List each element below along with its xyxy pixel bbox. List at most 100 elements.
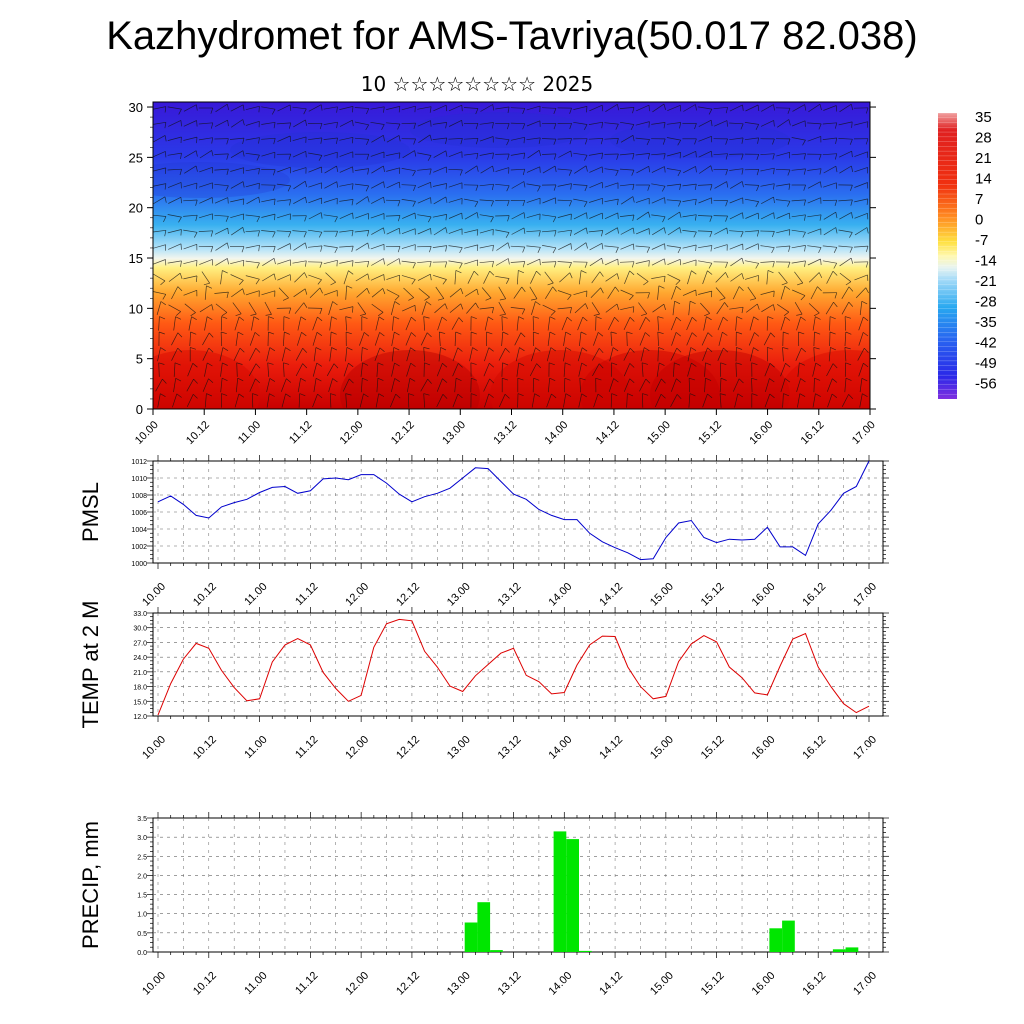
wind-barb	[276, 199, 291, 202]
wind-barb-feather	[664, 258, 666, 265]
wind-barb	[718, 332, 723, 346]
wind-barb	[498, 301, 506, 315]
wind-barb	[812, 316, 816, 331]
wind-barb	[261, 290, 276, 296]
wind-barb-feather	[581, 362, 587, 367]
wind-barb	[604, 258, 618, 266]
wind-barb-feather	[689, 300, 696, 305]
wind-barb-feather	[523, 227, 526, 234]
wind-barb	[295, 363, 304, 377]
wind-barb-feather	[282, 297, 289, 301]
wind-barb-feather	[773, 120, 775, 127]
wind-barb	[636, 165, 649, 174]
wind-barb	[577, 347, 583, 362]
wind-barb	[619, 168, 635, 171]
wind-barb	[464, 229, 478, 234]
wind-barb-feather	[629, 363, 635, 368]
wind-barb	[744, 260, 759, 264]
wind-barb-feather	[582, 316, 588, 322]
wind-barb-feather	[631, 261, 635, 268]
wind-barb-feather	[580, 270, 587, 274]
wind-barb	[604, 245, 619, 248]
wind-barb	[687, 270, 692, 285]
wind-barb-feather	[273, 122, 276, 129]
wind-barb	[390, 301, 396, 316]
wind-barb-feather	[787, 108, 791, 114]
wind-barb	[433, 227, 446, 236]
x-tick-label: 15.12	[696, 419, 724, 447]
wind-barb	[452, 363, 459, 377]
wind-barb	[730, 273, 743, 282]
wind-barb	[749, 347, 754, 362]
wind-barb	[171, 286, 179, 300]
wind-barb	[483, 270, 491, 284]
wind-barb	[230, 104, 244, 112]
wind-barb-feather	[398, 106, 401, 113]
wind-barb-feather	[783, 393, 790, 397]
wind-barb	[776, 183, 790, 187]
wind-barb-feather	[427, 216, 432, 223]
wind-barb	[703, 316, 707, 331]
wind-barb-feather	[379, 347, 385, 352]
wind-barb	[777, 304, 789, 313]
wind-barb-feather	[265, 314, 272, 316]
colorbar-label: 21	[975, 150, 992, 167]
wind-barb	[329, 316, 332, 331]
wind-barb	[153, 259, 166, 265]
wind-barb-feather	[412, 170, 416, 177]
wind-barb	[261, 121, 276, 125]
wind-barb	[732, 286, 740, 300]
wind-barb	[841, 394, 849, 407]
wind-barb-feather	[445, 245, 448, 252]
wind-barb-feather	[539, 259, 541, 266]
wind-barb	[385, 122, 401, 125]
wind-barb-feather	[691, 362, 697, 367]
wind-barb-feather	[196, 104, 198, 111]
wind-barb-feather	[320, 212, 323, 219]
wind-barb-feather	[567, 294, 572, 301]
wind-barb	[417, 120, 431, 127]
x-tick-label: 10.12	[191, 581, 219, 609]
wind-barb	[823, 105, 837, 111]
wind-barb-feather	[689, 377, 695, 381]
wind-barb	[671, 332, 677, 346]
x-tick-label: 13.12	[496, 581, 524, 609]
wind-barb	[266, 393, 270, 408]
x-tick-label: 12.12	[394, 734, 422, 762]
wind-barb	[854, 274, 868, 281]
wind-barb-feather	[303, 108, 307, 115]
heatmap-cold-area	[153, 162, 290, 198]
wind-barb-feather	[710, 120, 713, 127]
wind-barb-feather	[362, 347, 368, 351]
wind-barb	[573, 121, 588, 125]
wind-barb	[657, 285, 660, 300]
wind-barb-feather	[829, 316, 836, 320]
wind-barb-feather	[738, 286, 744, 291]
wind-barb	[432, 274, 447, 280]
wind-barb	[401, 184, 416, 186]
wind-barb-feather	[615, 247, 619, 253]
wind-barb	[339, 260, 354, 264]
wind-barb-feather	[845, 316, 851, 319]
wind-barb-feather	[644, 332, 651, 337]
wind-barb	[748, 332, 755, 346]
wind-barb	[479, 183, 494, 187]
wind-barb	[574, 242, 587, 251]
wind-barb-feather	[522, 246, 526, 253]
wind-barb-feather	[429, 134, 432, 141]
wind-barb-feather	[612, 347, 619, 352]
wind-barb-feather	[725, 153, 728, 160]
wind-barb	[657, 316, 660, 331]
x-tick-label: 14.12	[597, 734, 625, 762]
y-tick-label: 1010	[131, 476, 147, 483]
wind-barb-feather	[470, 362, 477, 365]
wind-barb	[807, 228, 821, 234]
wind-barb-feather	[272, 231, 276, 238]
y-tick-label: 33.0	[133, 611, 147, 618]
wind-barb	[376, 378, 379, 393]
wind-barb-feather	[332, 301, 338, 306]
wind-barb	[526, 197, 541, 203]
wind-barb	[666, 137, 681, 141]
wind-barb	[747, 286, 757, 299]
x-tick-label: 13.12	[496, 734, 524, 762]
